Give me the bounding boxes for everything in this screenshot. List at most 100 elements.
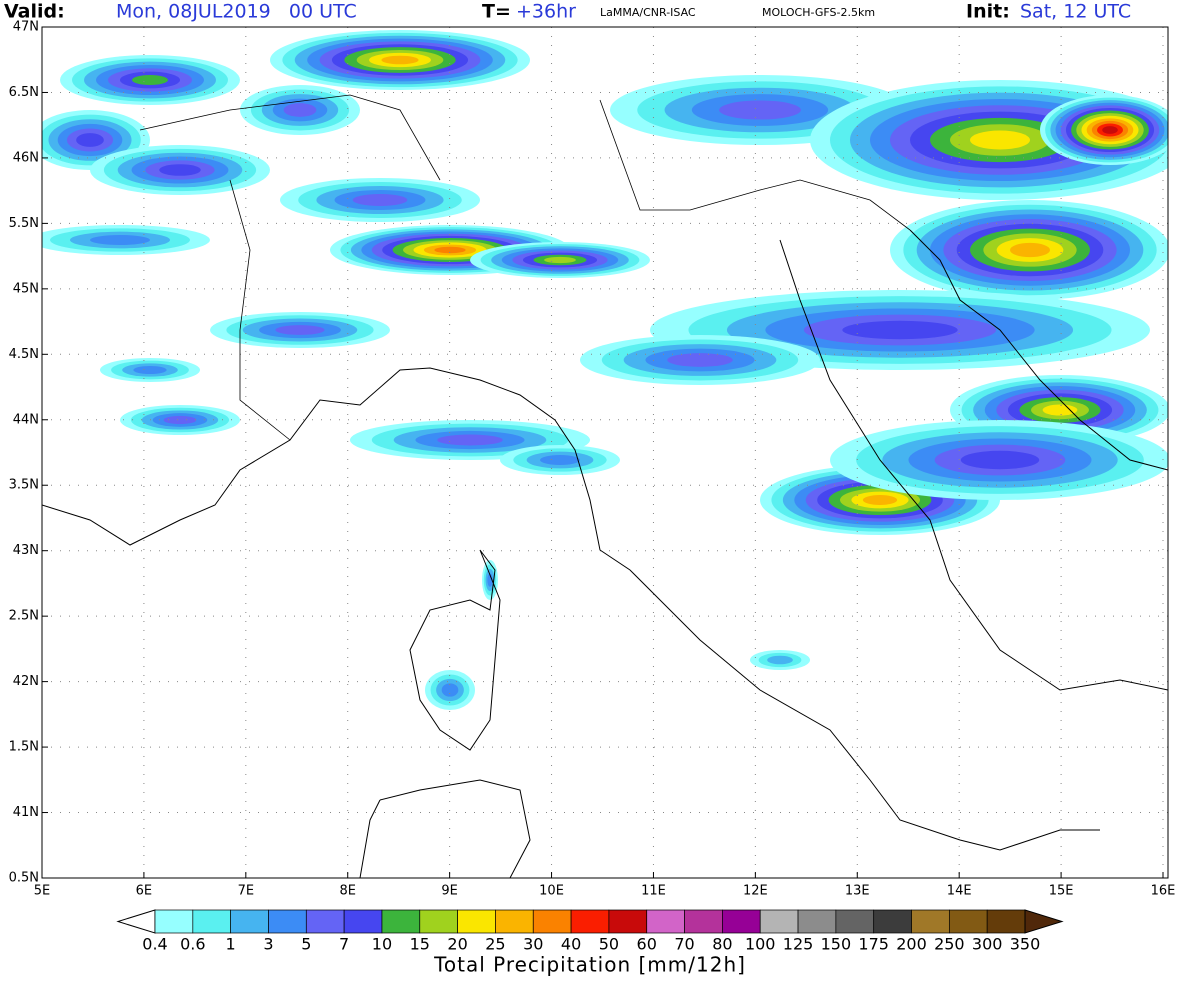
lat-label: 3.5N <box>9 478 39 493</box>
rain-cell <box>960 450 1040 470</box>
colorbar-right-arrow <box>1024 909 1064 934</box>
colorbar-box <box>457 909 496 934</box>
rain-cell <box>862 495 898 505</box>
colorbar-label: 7 <box>339 935 349 954</box>
valid-label: Valid: <box>4 1 65 23</box>
rain-cell <box>132 75 168 85</box>
borders <box>139 94 911 441</box>
coast-adriatic-east <box>909 229 1168 471</box>
colorbar-box <box>268 909 307 934</box>
lat-label: 41N <box>13 805 39 820</box>
rain-cell <box>1102 126 1118 134</box>
colorbar-box <box>911 909 950 934</box>
colorbar-label: 0.4 <box>142 935 167 954</box>
colorbar-label: 10 <box>372 935 392 954</box>
colorbar-label: 50 <box>599 935 619 954</box>
coast-tyrrhenian <box>42 367 1100 851</box>
lat-label: 43N <box>13 543 39 558</box>
rain-cell <box>970 130 1030 150</box>
rain-cell <box>667 353 733 367</box>
lat-label: 47N <box>13 20 39 35</box>
colorbar-box <box>608 909 648 934</box>
colorbar-box <box>570 909 610 934</box>
lat-label: 4.5N <box>9 347 39 362</box>
colorbar-box <box>343 909 383 934</box>
colorbar-label: 175 <box>858 935 889 954</box>
colorbar-label: 200 <box>896 935 927 954</box>
lon-label: 16E <box>1151 884 1176 899</box>
rain-cell <box>163 415 197 425</box>
init-value: Sat, 12 UTC <box>1020 1 1131 23</box>
lon-label: 10E <box>539 884 564 899</box>
colorbar-label: 15 <box>410 935 430 954</box>
lat-label: 5.5N <box>9 216 39 231</box>
colorbar-box <box>154 909 194 934</box>
lon-axis: 5E 6E 7E 8E 9E 10E 11E 12E 13E 14E 15E 16E <box>34 872 1176 899</box>
rain-cell <box>719 100 801 120</box>
lon-label: 9E <box>441 884 458 899</box>
lon-label: 12E <box>743 884 768 899</box>
rain-cell <box>76 133 104 147</box>
lon-label: 7E <box>238 884 255 899</box>
colorbar-box <box>305 909 345 934</box>
lon-label: 8E <box>339 884 356 899</box>
source: LaMMA/CNR-ISAC <box>600 6 696 19</box>
colorbar-box <box>986 909 1026 934</box>
lat-label: 44N <box>13 412 39 427</box>
lon-label: 14E <box>947 884 972 899</box>
colorbar-left-arrow <box>116 909 156 934</box>
colorbar-label: 300 <box>972 935 1003 954</box>
colorbar-label: 3 <box>263 935 273 954</box>
valid-value: Mon, 08JUL2019 00 UTC <box>116 1 357 23</box>
colorbar-box <box>722 909 761 934</box>
colorbar-label: 80 <box>712 935 732 954</box>
colorbar-box <box>230 909 269 934</box>
rain-cell <box>275 325 325 335</box>
lon-label: 5E <box>34 884 51 899</box>
colorbar-label: 125 <box>783 935 814 954</box>
colorbar-label: 30 <box>523 935 543 954</box>
colorbar-box <box>873 909 912 934</box>
rain-cell <box>159 164 201 176</box>
colorbar-label: 0.6 <box>180 935 205 954</box>
rain-cell <box>90 235 150 245</box>
colorbar-box <box>495 909 534 934</box>
rain-cell <box>437 434 503 446</box>
lat-label: 2.5N <box>9 609 39 624</box>
colorbar: 0.4 0.6 1 3 5 7 10 15 20 25 30 40 50 60 70 80 100 125 150 1… <box>116 909 1064 954</box>
rain-cell <box>434 246 466 254</box>
colorbar-label: 25 <box>485 935 505 954</box>
rain-cell <box>381 55 419 65</box>
precipitation-field <box>42 30 1168 710</box>
map-frame <box>41 26 1169 879</box>
colorbar-label: 100 <box>745 935 776 954</box>
rain-cell <box>544 256 576 264</box>
coastlines <box>42 94 1168 878</box>
rain-cell <box>441 683 459 697</box>
colorbar-label: 250 <box>934 935 965 954</box>
colorbar-box <box>192 909 232 934</box>
colorbar-label: 70 <box>674 935 694 954</box>
colorbar-label: 60 <box>637 935 657 954</box>
rain-cell <box>1042 404 1078 416</box>
lat-label: 1.5N <box>9 740 39 755</box>
model: MOLOCH-GFS-2.5km <box>762 6 875 19</box>
rain-cell <box>540 455 580 465</box>
rain-cell <box>487 573 493 587</box>
lat-label: 46N <box>13 150 39 165</box>
lon-label: 13E <box>845 884 870 899</box>
colorbar-box <box>759 909 799 934</box>
lat-axis: 47N 6.5N 46N 5.5N 45N 4.5N 44N 3.5N 43N 2.5N 42N 1.… <box>9 20 48 886</box>
t-label: T= <box>482 1 511 23</box>
lon-label: 6E <box>136 884 153 899</box>
lat-label: 45N <box>13 281 39 296</box>
rain-cell <box>352 194 408 206</box>
coast-adriatic-west <box>779 239 1168 691</box>
colorbar-box <box>797 909 837 934</box>
lat-label: 42N <box>13 674 39 689</box>
colorbar-label: 1 <box>226 935 236 954</box>
t-value: +36hr <box>516 1 576 23</box>
init-label: Init: <box>966 1 1010 23</box>
corsica <box>409 549 501 751</box>
